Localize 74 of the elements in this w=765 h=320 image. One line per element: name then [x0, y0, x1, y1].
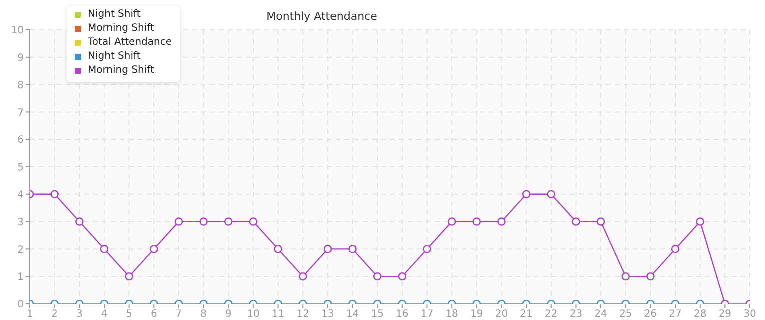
x-tick-label: 20	[495, 309, 508, 320]
x-tick-label: 1	[26, 309, 34, 320]
legend-label: Night Shift	[88, 50, 141, 64]
x-tick-label: 24	[594, 309, 608, 320]
y-tick-label: 9	[18, 52, 24, 64]
point	[373, 272, 382, 281]
point	[522, 190, 531, 199]
x-tick-label: 26	[644, 309, 658, 320]
x-tick-label: 17	[420, 309, 434, 320]
point	[174, 218, 184, 226]
point	[324, 245, 332, 254]
x-tick-label: 21	[520, 309, 533, 320]
chart-title: Monthly Attendance	[266, 10, 378, 23]
point	[150, 245, 158, 254]
x-tick-label: 13	[322, 309, 334, 320]
legend-label: Total Attendance	[88, 36, 172, 50]
point	[200, 218, 208, 226]
point	[671, 245, 680, 254]
x-tick-label: 14	[346, 309, 360, 320]
x-tick-label: 11	[272, 309, 285, 320]
y-tick-label: 7	[18, 108, 24, 119]
point	[498, 218, 506, 226]
point	[448, 218, 456, 226]
legend-label: Morning Shift	[88, 22, 154, 36]
y-tick-label: 4	[18, 190, 24, 201]
point	[348, 245, 357, 254]
point	[596, 218, 606, 226]
x-tick-label: 28	[694, 309, 707, 320]
point	[298, 272, 308, 281]
x-tick-label: 30	[744, 309, 756, 320]
y-tick-label: 8	[18, 80, 24, 92]
y-tick-label: 3	[18, 217, 24, 228]
x-tick-label: 19	[470, 309, 484, 320]
x-tick-label: 7	[176, 309, 182, 320]
x-tick-label: 16	[396, 309, 409, 320]
y-tick-label: 6	[18, 135, 24, 146]
y-tick-label: 0	[18, 300, 24, 311]
x-tick-label: 25	[619, 309, 632, 320]
point	[398, 272, 407, 281]
point	[249, 218, 258, 226]
x-tick-label: 8	[200, 309, 207, 320]
x-tick-label: 9	[225, 309, 232, 320]
x-tick-label: 29	[718, 309, 732, 320]
legend-label: Morning Shift	[88, 64, 154, 78]
x-tick-label: 10	[247, 309, 260, 320]
point	[50, 190, 59, 199]
point	[696, 218, 704, 226]
x-tick-label: 5	[126, 309, 132, 320]
x-tick-label: 6	[150, 309, 158, 320]
point	[572, 218, 580, 226]
point	[622, 272, 630, 281]
x-tick-label: 22	[545, 309, 558, 320]
x-tick-label: 3	[76, 309, 83, 320]
y-tick-label: 5	[18, 162, 24, 174]
point	[76, 218, 84, 226]
x-tick-label: 12	[296, 309, 310, 320]
x-tick-label: 18	[446, 309, 458, 320]
x-tick-label: 23	[570, 309, 583, 320]
x-tick-label: 2	[52, 309, 58, 320]
x-tick-label: 27	[669, 309, 682, 320]
y-tick-label: 10	[11, 26, 24, 37]
y-tick-label: 2	[18, 244, 24, 256]
y-tick-label: 1	[18, 272, 24, 284]
point	[224, 218, 233, 226]
x-tick-label: 4	[101, 309, 108, 320]
point	[100, 245, 109, 254]
point	[423, 245, 432, 254]
point	[646, 272, 655, 281]
point	[274, 245, 282, 254]
x-tick-label: 15	[371, 309, 384, 320]
point	[125, 272, 134, 281]
point	[547, 190, 556, 199]
legend-label: Night Shift	[88, 8, 141, 22]
point	[472, 218, 482, 226]
